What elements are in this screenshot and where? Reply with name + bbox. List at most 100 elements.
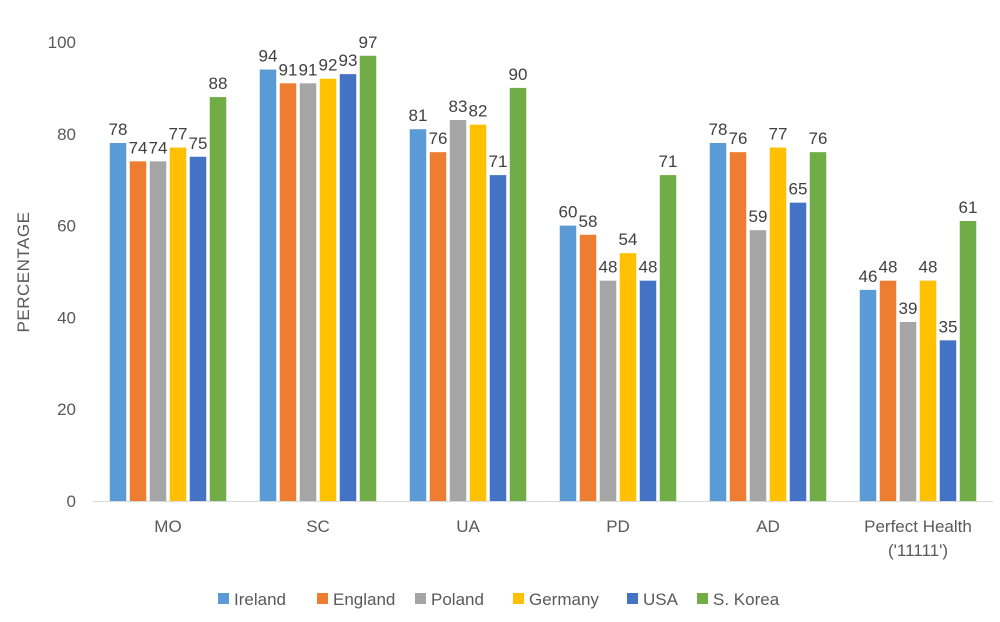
data-label: 59 <box>749 207 768 226</box>
bar <box>149 161 167 501</box>
data-label: 83 <box>449 97 468 116</box>
data-label: 46 <box>859 267 878 286</box>
data-label: 82 <box>469 102 488 121</box>
data-label: 77 <box>169 125 188 144</box>
data-label: 81 <box>409 106 428 125</box>
legend-label: USA <box>643 590 679 609</box>
bar <box>659 175 677 502</box>
data-label: 61 <box>959 198 978 217</box>
data-label: 74 <box>149 138 168 157</box>
data-label: 76 <box>429 129 448 148</box>
y-axis-ticks: 0 20 40 60 80 100 <box>48 33 76 511</box>
legend-label: Germany <box>529 590 599 609</box>
category-label: MO <box>154 517 181 536</box>
bar <box>599 280 617 501</box>
bar <box>619 253 637 501</box>
bar <box>509 87 527 502</box>
data-label: 77 <box>769 125 788 144</box>
bar <box>489 175 507 502</box>
data-label: 71 <box>489 152 508 171</box>
data-label: 93 <box>339 51 358 70</box>
category-label: ('11111') <box>888 541 948 560</box>
data-label: 58 <box>579 212 598 231</box>
data-label: 97 <box>359 33 378 52</box>
legend-swatch <box>697 593 708 604</box>
legend-label: S. Korea <box>713 590 780 609</box>
data-label: 71 <box>659 152 678 171</box>
y-tick-label: 100 <box>48 33 76 52</box>
data-label: 48 <box>919 258 938 277</box>
data-label: 48 <box>639 258 658 277</box>
data-label: 74 <box>129 138 148 157</box>
y-axis-title: PERCENTAGE <box>14 212 33 333</box>
legend-label: Poland <box>431 590 484 609</box>
data-label: 91 <box>279 60 298 79</box>
bar <box>559 225 577 501</box>
data-label: 39 <box>899 299 918 318</box>
bar <box>109 142 127 502</box>
y-tick-label: 40 <box>57 308 76 327</box>
bar <box>639 280 657 501</box>
y-tick-label: 80 <box>57 125 76 144</box>
bar <box>809 152 827 501</box>
data-label: 65 <box>789 180 808 199</box>
legend-swatch <box>513 593 524 604</box>
bar <box>209 97 227 501</box>
bar <box>409 129 427 501</box>
bar <box>169 147 187 501</box>
bar <box>189 156 207 501</box>
bar <box>859 289 877 501</box>
bar <box>299 83 317 501</box>
data-label: 76 <box>729 129 748 148</box>
bar <box>469 124 487 502</box>
category-label: PD <box>606 517 630 536</box>
bar <box>339 74 357 501</box>
data-label: 88 <box>209 74 228 93</box>
data-label: 75 <box>189 134 208 153</box>
bar <box>709 142 727 502</box>
bar <box>769 147 787 501</box>
bar <box>129 161 147 501</box>
category-label: AD <box>756 517 780 536</box>
data-label: 90 <box>509 65 528 84</box>
bar <box>789 202 807 501</box>
bar <box>279 83 297 501</box>
data-label: 94 <box>259 47 278 66</box>
data-label: 48 <box>879 258 898 277</box>
data-label: 78 <box>709 120 728 139</box>
category-label: UA <box>456 517 480 536</box>
legend-swatch <box>218 593 229 604</box>
bar <box>919 280 937 501</box>
bar <box>579 234 597 501</box>
data-label: 54 <box>619 230 638 249</box>
y-tick-label: 0 <box>67 492 76 511</box>
bar <box>449 120 467 501</box>
bar <box>729 152 747 501</box>
data-label: 78 <box>109 120 128 139</box>
bar <box>879 280 897 501</box>
bar <box>899 321 917 501</box>
bar <box>429 152 447 501</box>
legend-label: England <box>333 590 395 609</box>
bar <box>319 78 337 501</box>
bars-group <box>109 55 977 502</box>
category-label: SC <box>306 517 330 536</box>
bar <box>939 340 957 501</box>
data-label: 92 <box>319 56 338 75</box>
category-label: Perfect Health <box>864 517 972 536</box>
legend: Ireland England Poland Germany USA S. Korea <box>218 590 780 609</box>
data-label: 91 <box>299 60 318 79</box>
data-label: 48 <box>599 258 618 277</box>
legend-label: Ireland <box>234 590 286 609</box>
data-label: 76 <box>809 129 828 148</box>
legend-swatch <box>627 593 638 604</box>
data-label: 35 <box>939 317 958 336</box>
bar <box>359 55 377 502</box>
bar <box>749 230 767 501</box>
legend-swatch <box>415 593 426 604</box>
legend-swatch <box>317 593 328 604</box>
x-axis-categories: MO SC UA PD AD Perfect Health ('11111') <box>154 517 972 560</box>
